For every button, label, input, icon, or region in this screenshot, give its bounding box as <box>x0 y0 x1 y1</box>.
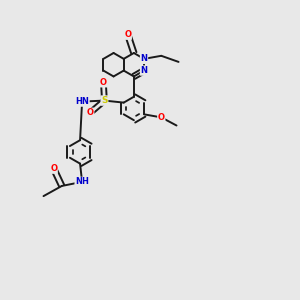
Text: N: N <box>140 54 148 63</box>
Text: O: O <box>124 30 131 39</box>
Text: NH: NH <box>75 177 89 186</box>
Text: O: O <box>87 108 94 117</box>
Text: O: O <box>100 78 107 87</box>
Text: O: O <box>50 164 57 173</box>
Text: N: N <box>140 66 148 75</box>
Text: S: S <box>101 96 108 105</box>
Text: O: O <box>158 113 165 122</box>
Text: HN: HN <box>75 97 89 106</box>
